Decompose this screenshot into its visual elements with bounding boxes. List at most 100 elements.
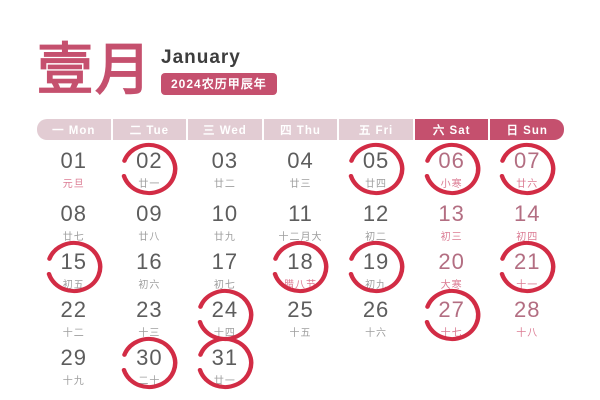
weekday-label: 一 Mon bbox=[52, 124, 96, 137]
day-number: 26 bbox=[362, 297, 390, 322]
day-cell: 14 初四 bbox=[490, 200, 564, 248]
day-cell: 29 十九 bbox=[37, 344, 111, 392]
day-lunar-label: 初五 bbox=[62, 280, 85, 291]
day-cell: 25 十五 bbox=[264, 296, 338, 344]
weekday-header-cell: 日 Sun bbox=[490, 119, 564, 140]
day-number: 25 bbox=[287, 297, 314, 322]
day-cell: 28 十八 bbox=[490, 296, 564, 344]
day-cell: 27 十七 bbox=[415, 288, 489, 344]
day-lunar-label: 廿七 bbox=[62, 232, 85, 243]
day-lunar-label: 十五 bbox=[289, 328, 312, 339]
day-lunar-label: 十二 bbox=[62, 328, 85, 339]
day-lunar-label: 初七 bbox=[213, 280, 236, 291]
day-number: 19 bbox=[362, 249, 390, 274]
day-number: 09 bbox=[136, 201, 163, 226]
day-cell: 08 廿七 bbox=[37, 200, 111, 248]
lunar-year-badge: 2024农历甲辰年 bbox=[161, 72, 277, 95]
day-cell: 31 廿一 bbox=[188, 336, 262, 392]
day-lunar-label: 十六 bbox=[365, 328, 388, 339]
day-number: 24 bbox=[211, 297, 239, 322]
day-number: 06 bbox=[438, 148, 465, 173]
day-cell: 23 十三 bbox=[113, 296, 187, 344]
day-number: 12 bbox=[362, 201, 390, 226]
day-lunar-label: 元旦 bbox=[62, 179, 85, 190]
day-cell: 19 初九 bbox=[339, 240, 413, 296]
day-number: 22 bbox=[60, 297, 88, 322]
weekday-header-cell: 六 Sat bbox=[414, 119, 489, 140]
day-lunar-label: 初四 bbox=[516, 232, 539, 243]
day-cell: 13 初三 bbox=[415, 200, 489, 248]
day-cell: 24 十四 bbox=[188, 288, 262, 344]
day-number: 02 bbox=[136, 148, 163, 173]
day-cell: 03 廿二 bbox=[188, 147, 262, 200]
day-cell: 07 廿六 bbox=[490, 142, 564, 200]
weekday-label: 六 Sat bbox=[432, 124, 471, 137]
day-cell: 05 廿四 bbox=[339, 142, 413, 200]
day-cell: 02 廿一 bbox=[113, 142, 187, 200]
day-number: 14 bbox=[513, 201, 541, 226]
weekday-header-cell: 一 Mon bbox=[37, 119, 111, 140]
weekday-label: 四 Thu bbox=[280, 124, 321, 137]
day-lunar-label: 十七 bbox=[440, 328, 463, 339]
day-cell: 06 小寒 bbox=[415, 142, 489, 200]
weekday-label: 五 Fri bbox=[358, 124, 394, 137]
day-number: 08 bbox=[60, 201, 88, 226]
day-number: 27 bbox=[438, 297, 465, 322]
day-number: 03 bbox=[211, 148, 239, 173]
day-lunar-label: 十四 bbox=[213, 328, 236, 339]
day-lunar-label: 小寒 bbox=[440, 179, 463, 190]
day-number: 01 bbox=[60, 148, 88, 173]
day-number: 20 bbox=[438, 249, 465, 274]
day-lunar-label: 廿九 bbox=[213, 232, 236, 243]
day-lunar-label: 二十 bbox=[138, 376, 161, 387]
day-lunar-label: 廿一 bbox=[138, 179, 161, 190]
day-cell: 11 十二月大 bbox=[264, 200, 338, 248]
day-cell: 15 初五 bbox=[37, 240, 111, 296]
days-grid: 01 元旦 02 廿一 03 廿二 04 廿三 05 廿四 06 小寒 bbox=[37, 142, 564, 392]
weekday-header-cell: 三 Wed bbox=[188, 119, 262, 140]
day-lunar-label: 初九 bbox=[365, 280, 388, 291]
day-number: 05 bbox=[362, 148, 390, 173]
day-cell: 22 十二 bbox=[37, 296, 111, 344]
day-cell: 12 初二 bbox=[339, 200, 413, 248]
day-lunar-label: 廿一 bbox=[213, 376, 236, 387]
day-number: 11 bbox=[288, 201, 313, 226]
day-cell: 21 十一 bbox=[490, 240, 564, 296]
day-lunar-label: 廿八 bbox=[138, 232, 161, 243]
day-number: 18 bbox=[287, 249, 314, 274]
day-cell: 09 廿八 bbox=[113, 200, 187, 248]
day-cell: 04 廿三 bbox=[264, 147, 338, 200]
day-lunar-label: 初二 bbox=[365, 232, 388, 243]
day-cell: 30 二十 bbox=[113, 336, 187, 392]
day-number: 23 bbox=[136, 297, 163, 322]
day-cell: 01 元旦 bbox=[37, 147, 111, 200]
weekday-header-cell: 二 Tue bbox=[112, 119, 187, 140]
day-cell: 10 廿九 bbox=[188, 200, 262, 248]
day-number: 31 bbox=[211, 345, 239, 370]
day-lunar-label: 廿三 bbox=[289, 179, 312, 190]
day-number: 15 bbox=[60, 249, 88, 274]
day-number: 13 bbox=[438, 201, 465, 226]
day-number: 17 bbox=[211, 249, 239, 274]
day-lunar-label: 十三 bbox=[138, 328, 161, 339]
month-title-en: January bbox=[161, 46, 241, 68]
day-lunar-label: 大寒 bbox=[440, 280, 463, 291]
weekday-header-cell: 四 Thu bbox=[263, 119, 338, 140]
weekday-label: 三 Wed bbox=[203, 124, 247, 137]
day-number: 10 bbox=[211, 201, 239, 226]
day-number: 07 bbox=[513, 148, 541, 173]
day-lunar-label: 十二月大 bbox=[278, 232, 323, 243]
day-cell: 26 十六 bbox=[339, 296, 413, 344]
day-lunar-label: 十一 bbox=[516, 280, 539, 291]
weekday-label: 二 Tue bbox=[129, 124, 169, 137]
day-cell: 16 初六 bbox=[113, 248, 187, 296]
day-lunar-label: 廿二 bbox=[213, 179, 236, 190]
day-lunar-label: 廿四 bbox=[365, 179, 388, 190]
weekday-header-row: 一 Mon 二 Tue 三 Wed 四 Thu 五 Fri 六 Sat 日 Su… bbox=[37, 119, 564, 140]
day-number: 28 bbox=[513, 297, 541, 322]
day-lunar-label: 初六 bbox=[138, 280, 161, 291]
day-cell: 18 腊八节 bbox=[264, 240, 338, 296]
day-lunar-label: 十八 bbox=[516, 328, 539, 339]
day-cell: 20 大寒 bbox=[415, 248, 489, 296]
